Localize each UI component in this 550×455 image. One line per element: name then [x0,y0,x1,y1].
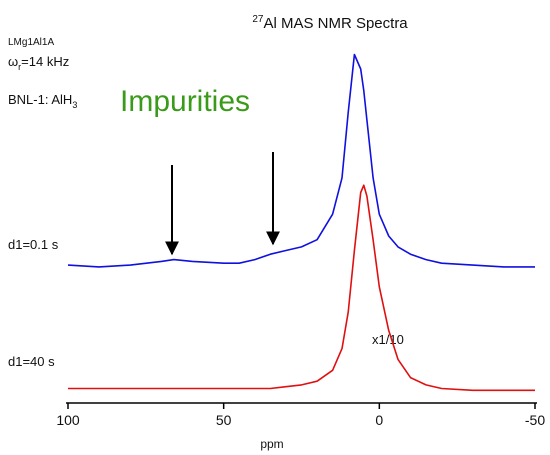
sample-label: LMg1Al1A [8,37,54,48]
reference-label: BNL-1: AlH3 [8,92,77,110]
spectrum-line [68,184,535,392]
x-tick-label: 50 [216,412,232,428]
x-tick-label: 100 [56,412,80,428]
series-label: d1=0.1 s [8,237,59,252]
scale-note: x1/10 [372,332,404,347]
spin-rate: ωr=14 kHz [8,54,69,72]
spectrum-line [67,53,535,268]
x-tick-label: -50 [525,412,545,428]
chart-title: 27Al MAS NMR Spectra [252,14,408,32]
annotation: Impurities [120,85,250,118]
x-tick-label: 0 [375,412,383,428]
series-label: d1=40 s [8,354,55,369]
x-axis-label: ppm [260,437,283,451]
